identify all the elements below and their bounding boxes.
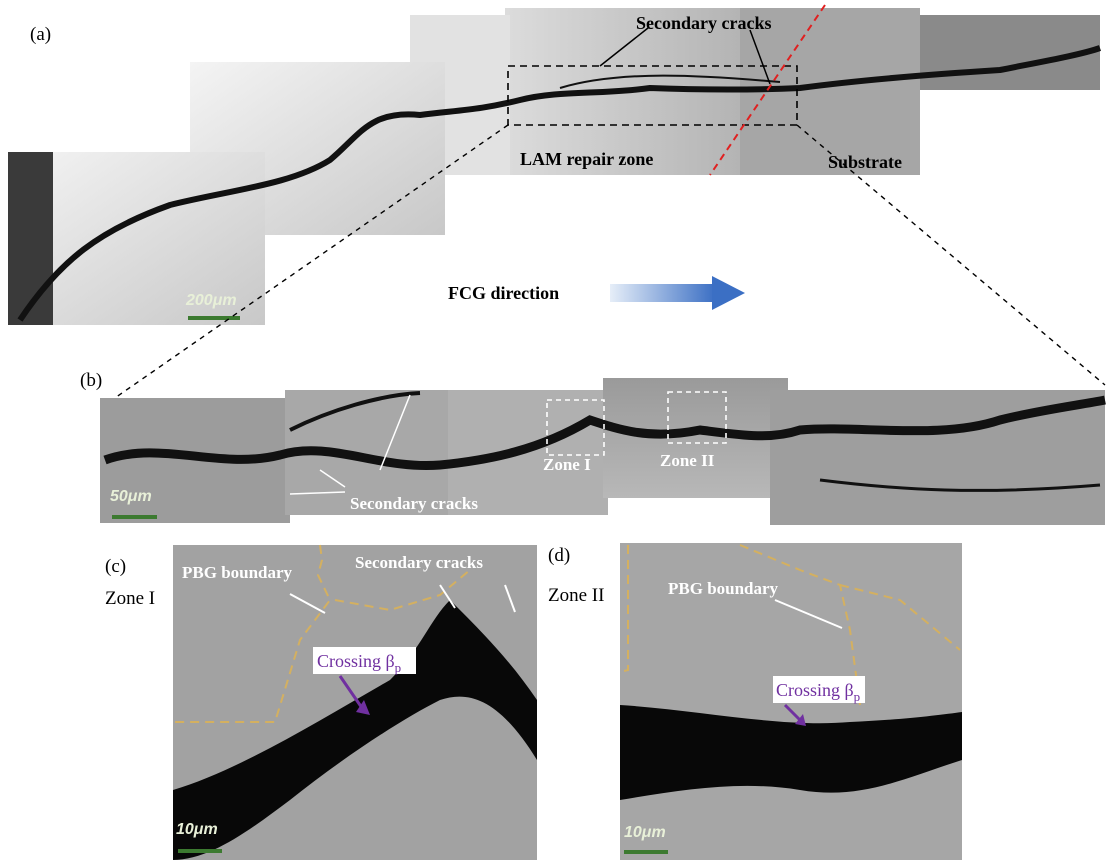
annotation-subscript: p xyxy=(854,689,861,704)
annotation: Substrate xyxy=(828,152,902,172)
panel-label: (c) xyxy=(105,556,126,577)
annotation: Secondary cracks xyxy=(350,494,478,513)
zone-label: Zone I xyxy=(105,588,155,609)
panel-a-images xyxy=(8,5,1105,400)
panel-b-images xyxy=(100,378,1105,525)
panel-label: (d) xyxy=(548,545,570,566)
annotation: LAM repair zone xyxy=(520,149,653,169)
panel-c-image xyxy=(173,545,537,860)
zone-label: Zone I xyxy=(543,455,591,474)
scale-bar-label: 10μm xyxy=(176,821,218,838)
annotation: PBG boundary xyxy=(668,579,779,598)
scale-bar-label: 200μm xyxy=(185,292,237,309)
annotation: Secondary cracks xyxy=(636,13,771,33)
annotation-text: Crossing β xyxy=(317,651,395,671)
scale-bar-label: 10μm xyxy=(624,824,666,841)
annotation-subscript: p xyxy=(395,660,402,675)
panel-label: (b) xyxy=(80,370,102,391)
panel-label: (a) xyxy=(30,24,51,45)
zone-label: Zone II xyxy=(548,585,604,606)
annotation: PBG boundary xyxy=(182,563,293,582)
annotation: Secondary cracks xyxy=(355,553,483,572)
scale-bar-label: 50μm xyxy=(110,488,152,505)
annotation-text: Crossing β xyxy=(776,680,854,700)
figure: (a) Secondary cracks LAM repair zone Sub… xyxy=(0,0,1107,862)
annotation: FCG direction xyxy=(448,283,559,303)
zone-label: Zone II xyxy=(660,451,715,470)
